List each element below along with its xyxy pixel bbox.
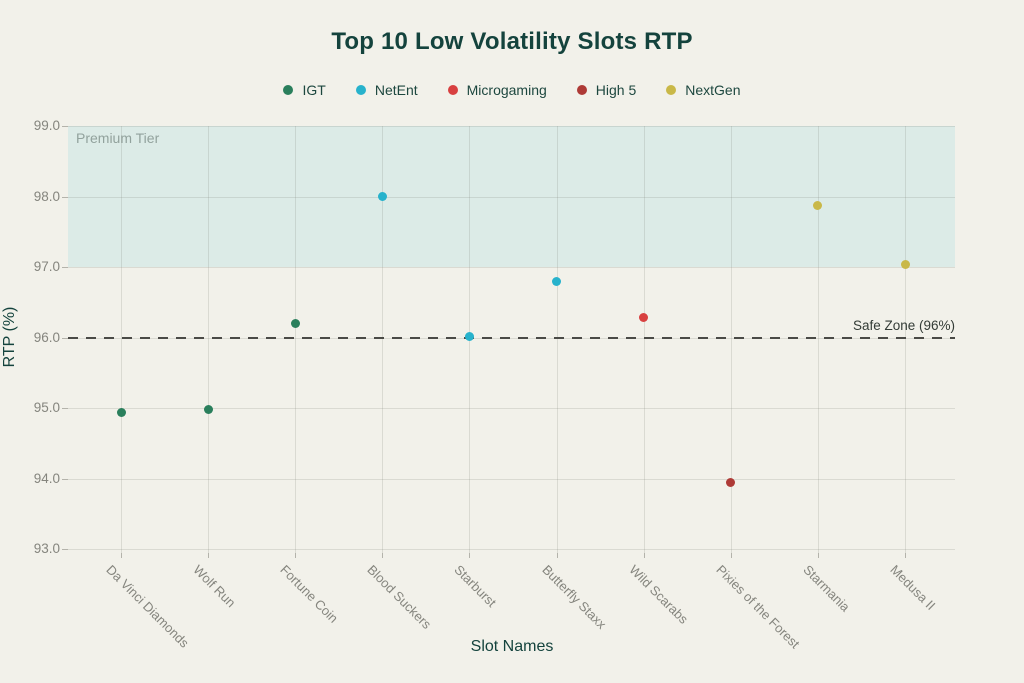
legend-label: IGT [302,82,326,98]
h-gridline [68,478,955,480]
point-blood-suckers [377,192,387,201]
x-tick-mark [208,553,210,558]
legend-item-microgaming: Microgaming [447,82,547,98]
y-tick-label: 93.0 [33,541,60,556]
y-axis-title: RTP (%) [1,306,18,368]
h-gridline [68,267,955,268]
v-gridline [817,126,819,553]
v-gridline [208,126,210,553]
h-gridline [68,549,955,550]
x-tick-label-wild-scarabs: Wild Scarabs [626,562,691,627]
x-tick-label-fortune-coin: Fortune Coin [277,562,342,626]
x-tick-label-starburst: Starburst [451,562,500,610]
legend-label: NetEnt [374,82,418,98]
legend: IGT NetEnt Microgaming High 5 NextGen [0,82,1024,98]
legend-dot-microgaming [447,85,458,95]
point-da-vinci-diamonds [116,407,126,417]
point-pixies-of-the-forest [726,477,736,487]
v-gridline [121,126,122,553]
y-tick-label: 98.0 [33,188,60,204]
y-tick-label: 97.0 [33,259,60,274]
point-wild-scarabs [639,313,649,323]
premium-tier-band [68,126,955,267]
premium-tier-label: Premium Tier [76,130,160,146]
v-gridline [643,126,645,553]
h-gridline [68,196,955,198]
y-tick-mark [62,549,68,550]
point-starmania [813,201,823,211]
y-tick-mark [62,196,68,198]
point-medusa-ii [900,260,910,270]
x-tick-label-starmania: Starmania [800,562,853,615]
x-tick-mark [295,553,297,558]
y-tick-mark [62,408,68,409]
v-gridline [730,126,732,553]
v-gridline [556,126,558,553]
y-tick-label: 96.0 [33,329,60,345]
h-gridline [68,408,955,409]
y-tick-label: 99.0 [33,118,60,133]
legend-item-nextgen: NextGen [666,82,741,98]
y-tick-mark [62,478,68,480]
x-tick-mark [730,553,732,558]
point-starburst [464,332,474,342]
v-gridline [295,126,297,553]
h-gridline [68,126,955,127]
x-axis-title: Slot Names [470,638,554,655]
legend-item-netent: NetEnt [355,82,418,98]
x-tick-mark [382,553,384,558]
point-fortune-coin [290,318,300,328]
legend-label: High 5 [595,82,637,98]
point-wolf-run [203,404,213,414]
legend-label: NextGen [685,82,741,98]
x-tick-mark [556,553,558,558]
legend-item-high-5: High 5 [576,82,637,98]
safe-zone-line [68,336,955,339]
x-tick-mark [643,553,645,558]
point-butterfly-staxx [552,276,562,286]
x-tick-mark [905,553,906,558]
x-tick-label-blood-suckers: Blood Suckers [364,562,435,632]
legend-dot-netent [355,85,366,95]
chart-title: Top 10 Low Volatility Slots RTP [331,28,693,55]
y-tick-label: 95.0 [33,400,60,415]
y-tick-label: 94.0 [33,470,60,486]
x-tick-label-medusa-ii: Medusa II [887,562,939,613]
legend-label: Microgaming [466,82,547,98]
v-gridline [905,126,906,553]
y-tick-mark [62,126,68,127]
legend-dot-nextgen [666,85,677,95]
y-tick-mark [62,337,68,339]
x-tick-mark [469,553,471,558]
safe-zone-label: Safe Zone (96%) [852,317,955,333]
x-tick-mark [817,553,819,558]
x-tick-label-butterfly-staxx: Butterfly Staxx [538,562,609,632]
v-gridline [382,126,384,553]
x-tick-mark [121,553,122,558]
x-tick-label-wolf-run: Wolf Run [190,562,239,611]
legend-dot-high-5 [576,85,587,95]
legend-item-igt: IGT [283,82,326,98]
legend-dot-igt [283,85,294,95]
y-tick-mark [62,267,68,268]
